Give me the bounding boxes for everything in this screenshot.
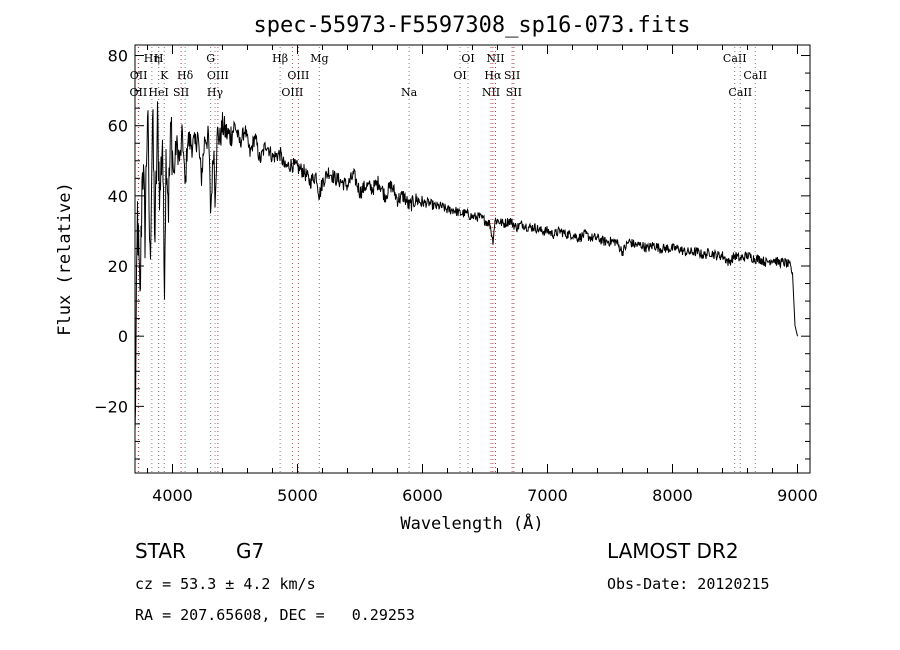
line-marker-label: Hδ xyxy=(177,69,194,82)
x-tick-label: 9000 xyxy=(777,486,818,505)
line-marker-label: Hγ xyxy=(207,86,224,99)
line-marker-label: SII xyxy=(506,86,522,99)
chart-title: spec-55973-F5597308_sp16-073.fits xyxy=(253,13,690,38)
x-tick-label: 7000 xyxy=(527,486,568,505)
line-marker-label: CaII xyxy=(743,69,767,82)
line-marker-label: HeI xyxy=(148,86,168,99)
survey-label: LAMOST DR2 xyxy=(607,539,739,563)
y-tick-label: 0 xyxy=(118,327,128,346)
x-tick-label: 5000 xyxy=(277,486,318,505)
line-marker-label: Hβ xyxy=(272,52,288,65)
line-marker-label: OI xyxy=(461,52,474,65)
series-layer xyxy=(134,101,798,431)
x-tick-label: 6000 xyxy=(402,486,443,505)
line-marker-label: NII xyxy=(486,52,504,65)
class-label: STAR xyxy=(135,539,186,563)
line-marker-label: NII xyxy=(482,86,500,99)
line-marker-label: OI xyxy=(453,69,466,82)
obs-date: Obs-Date: 20120215 xyxy=(607,575,770,593)
line-marker-label: H xyxy=(154,52,164,65)
x-axis-label: Wavelength (Å) xyxy=(400,512,543,534)
line-marker-label: OIII xyxy=(207,69,229,82)
line-marker-label: Hη xyxy=(144,52,160,65)
y-tick-label: −20 xyxy=(94,397,128,416)
line-marker-label: CaII xyxy=(728,86,752,99)
x-tick-label: 8000 xyxy=(652,486,693,505)
line-marker-label: OIII xyxy=(287,69,309,82)
y-tick-label: 40 xyxy=(108,187,128,206)
y-tick-label: 60 xyxy=(108,117,128,136)
line-marker-label: CaII xyxy=(723,52,747,65)
line-marker-label: SII xyxy=(504,69,520,82)
x-tick-label: 4000 xyxy=(152,486,193,505)
y-axis-label: Flux (relative) xyxy=(55,182,75,336)
y-tick-label: 80 xyxy=(108,47,128,66)
line-marker-label: Mg xyxy=(310,52,328,65)
line-marker-label: G xyxy=(206,52,215,65)
tick-layer: 4000 5000 6000 7000 8000 9000 −20 0 20 40 60 80 xyxy=(94,45,818,505)
plot-frame xyxy=(134,44,811,474)
ra-dec-value: RA = 207.65608, DEC = 0.29253 xyxy=(135,606,415,624)
y-tick-label: 20 xyxy=(108,257,128,276)
line-marker-label: OII xyxy=(130,86,148,99)
line-marker-label: OIII xyxy=(281,86,303,99)
line-marker-label: SII xyxy=(173,86,189,99)
subclass-label: G7 xyxy=(236,539,264,563)
line-marker-label: OII xyxy=(130,69,148,82)
line-marker-label: Hα xyxy=(484,69,502,82)
spectrum-line xyxy=(134,101,798,431)
line-marker-label: K xyxy=(160,69,169,82)
line-marker-label: Na xyxy=(401,86,418,99)
cz-value: cz = 53.3 ± 4.2 km/s xyxy=(135,575,316,593)
